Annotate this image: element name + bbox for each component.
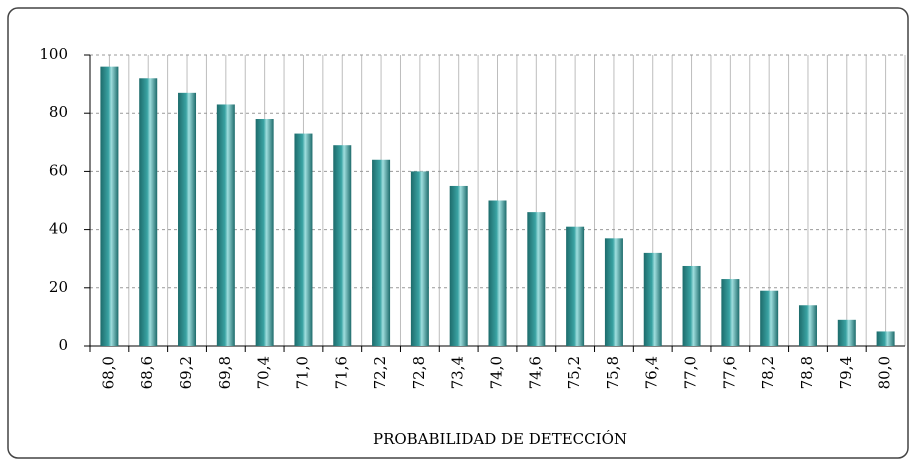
x-tick-label: 68,6: [138, 356, 156, 389]
x-tick-label: 71,0: [293, 356, 311, 389]
x-tick-label: 72,8: [410, 356, 428, 389]
bar: [216, 104, 235, 346]
bar: [333, 145, 352, 346]
x-tick-label: 69,8: [216, 356, 234, 389]
x-tick-label: 79,4: [837, 356, 855, 389]
bar: [643, 252, 662, 346]
x-tick-label: 71,6: [332, 356, 350, 389]
y-tick-label: 60: [49, 161, 68, 179]
bar: [488, 200, 507, 346]
x-tick-label: 77,0: [682, 356, 700, 389]
bar: [798, 305, 817, 346]
y-tick-label: 100: [39, 45, 68, 63]
y-tick-label: 20: [49, 278, 68, 296]
x-tick-label: 77,6: [720, 356, 738, 389]
bar: [294, 133, 313, 346]
x-tick-label: 78,2: [759, 356, 777, 389]
bar: [837, 319, 856, 346]
x-tick-label: 75,2: [565, 356, 583, 389]
bar: [449, 185, 468, 346]
bar: [566, 226, 585, 346]
x-tick-label: 76,4: [643, 356, 661, 389]
y-tick-label: 0: [58, 336, 68, 354]
x-tick-label: 74,0: [488, 356, 506, 389]
x-axis-label: PROBABILIDAD DE DETECCIÓN: [373, 430, 627, 448]
bar: [139, 78, 158, 346]
x-tick-label: 72,2: [371, 356, 389, 389]
bar: [760, 290, 779, 346]
x-tick-label: 69,2: [177, 356, 195, 389]
bar: [178, 92, 197, 346]
bar: [527, 212, 546, 346]
x-tick-label: 68,0: [99, 356, 117, 389]
bar: [682, 265, 701, 346]
bar: [604, 238, 623, 346]
x-tick-label: 80,0: [876, 356, 894, 389]
x-tick-label: 78,8: [798, 356, 816, 389]
bar: [721, 279, 740, 346]
y-tick-label: 40: [49, 220, 68, 238]
bar: [255, 119, 274, 347]
x-tick-label: 73,4: [449, 356, 467, 389]
y-tick-label: 80: [49, 103, 68, 121]
bar: [876, 331, 895, 346]
bar: [410, 171, 429, 346]
bar: [372, 159, 391, 346]
bar: [100, 66, 119, 346]
x-tick-label: 70,4: [255, 356, 273, 389]
x-tick-label: 75,8: [604, 356, 622, 389]
x-tick-label: 74,6: [526, 356, 544, 389]
